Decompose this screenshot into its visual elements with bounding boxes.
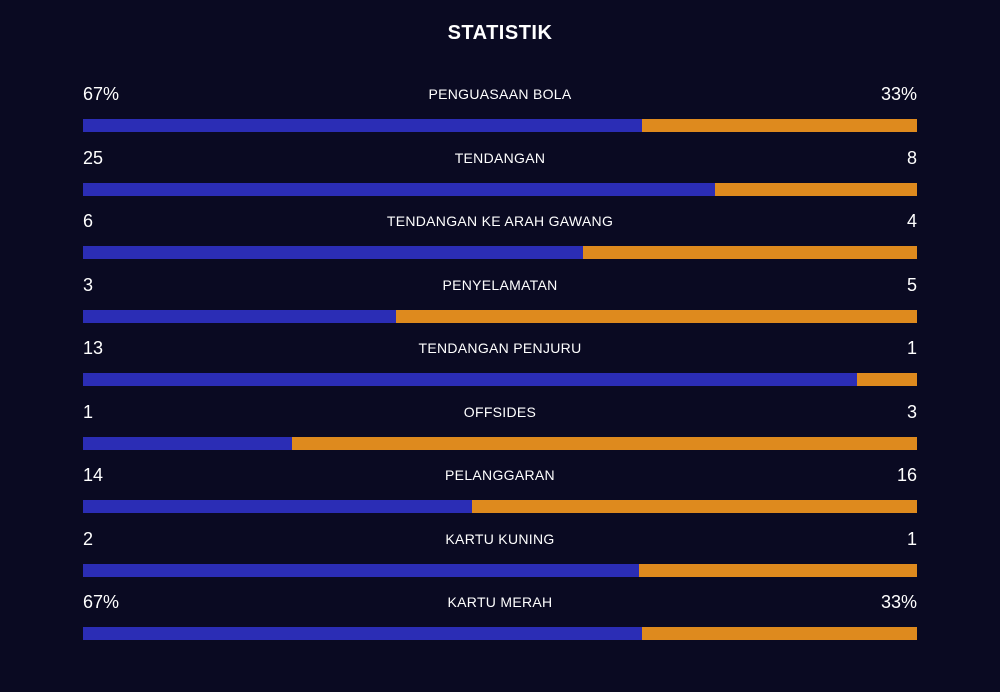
away-value: 8 (906, 147, 917, 168)
page-title: STATISTIK (447, 22, 553, 44)
stat-bar (83, 246, 917, 259)
home-value: 13 (83, 338, 104, 358)
stat-label: TENDANGAN (454, 149, 546, 166)
stat-row: 3 PENYELAMATAN 5 (83, 273, 917, 337)
stat-label: PENYELAMATAN (442, 276, 558, 293)
stat-bar (83, 500, 917, 513)
stat-values: 67% KARTU MERAH 33% (83, 590, 917, 614)
home-value: 2 (83, 528, 94, 549)
stat-row: 1 OFFSIDES 3 (83, 400, 917, 464)
home-value: 1 (83, 401, 94, 422)
stat-values: 67% PENGUASAAN BOLA 33% (83, 82, 917, 106)
stat-bar (83, 309, 917, 323)
stat-values: 6 TENDANGAN KE ARAH GAWANG 4 (83, 209, 917, 233)
stat-row: 13 TENDANGAN PENJURU 1 (83, 336, 917, 400)
away-value: 33% (880, 84, 917, 104)
away-value: 5 (906, 274, 917, 295)
away-value: 3 (906, 401, 917, 422)
stat-label: TENDANGAN PENJURU (418, 340, 582, 356)
home-bar-fill (83, 563, 640, 577)
away-bar-fill (641, 119, 917, 132)
away-bar-fill (714, 182, 917, 196)
stat-label: KARTU MERAH (447, 594, 553, 610)
home-bar-fill (83, 373, 858, 386)
home-bar-fill (83, 436, 292, 450)
home-value: 25 (83, 147, 104, 168)
stat-row: 67% PENGUASAAN BOLA 33% (83, 82, 917, 146)
home-bar-fill (83, 627, 642, 640)
away-value: 4 (906, 211, 917, 231)
away-bar-fill (639, 563, 917, 577)
stat-bar (83, 373, 917, 386)
stat-label: KARTU KUNING (445, 530, 555, 547)
away-value: 33% (880, 592, 917, 612)
stat-bar (83, 119, 917, 132)
stats-list: 67% PENGUASAAN BOLA 33% 25 TENDANGAN 8 6 TENDAN… (83, 82, 917, 654)
home-value: 67% (83, 84, 120, 104)
stat-bar (83, 436, 917, 450)
away-value: 16 (896, 465, 917, 485)
stat-values: 25 TENDANGAN 8 (83, 146, 917, 170)
stat-row: 14 PELANGGARAN 16 (83, 463, 917, 527)
stat-label: PENGUASAAN BOLA (428, 86, 572, 102)
home-bar-fill (83, 119, 642, 132)
home-value: 3 (83, 274, 94, 295)
away-bar-fill (857, 373, 917, 386)
away-bar-fill (641, 627, 917, 640)
stat-values: 3 PENYELAMATAN 5 (83, 273, 917, 297)
away-bar-fill (395, 309, 917, 323)
home-value: 67% (83, 592, 120, 612)
stat-values: 13 TENDANGAN PENJURU 1 (83, 336, 917, 360)
away-value: 1 (906, 338, 917, 358)
stat-bar (83, 182, 917, 196)
stat-values: 2 KARTU KUNING 1 (83, 527, 917, 551)
home-value: 6 (83, 211, 94, 231)
stat-row: 67% KARTU MERAH 33% (83, 590, 917, 654)
stat-row: 25 TENDANGAN 8 (83, 146, 917, 210)
home-bar-fill (83, 500, 473, 513)
stat-row: 2 KARTU KUNING 1 (83, 527, 917, 591)
away-value: 1 (906, 528, 917, 549)
stat-label: OFFSIDES (463, 403, 537, 420)
home-bar-fill (83, 246, 584, 259)
stat-bar (83, 563, 917, 577)
away-bar-fill (291, 436, 917, 450)
home-value: 14 (83, 465, 104, 485)
stat-row: 6 TENDANGAN KE ARAH GAWANG 4 (83, 209, 917, 273)
stat-label: TENDANGAN KE ARAH GAWANG (386, 213, 614, 229)
stat-values: 1 OFFSIDES 3 (83, 400, 917, 424)
stat-values: 14 PELANGGARAN 16 (83, 463, 917, 487)
away-bar-fill (472, 500, 917, 513)
stat-label: PELANGGARAN (445, 467, 555, 483)
stat-bar (83, 627, 917, 640)
home-bar-fill (83, 182, 715, 196)
away-bar-fill (583, 246, 917, 259)
home-bar-fill (83, 309, 396, 323)
